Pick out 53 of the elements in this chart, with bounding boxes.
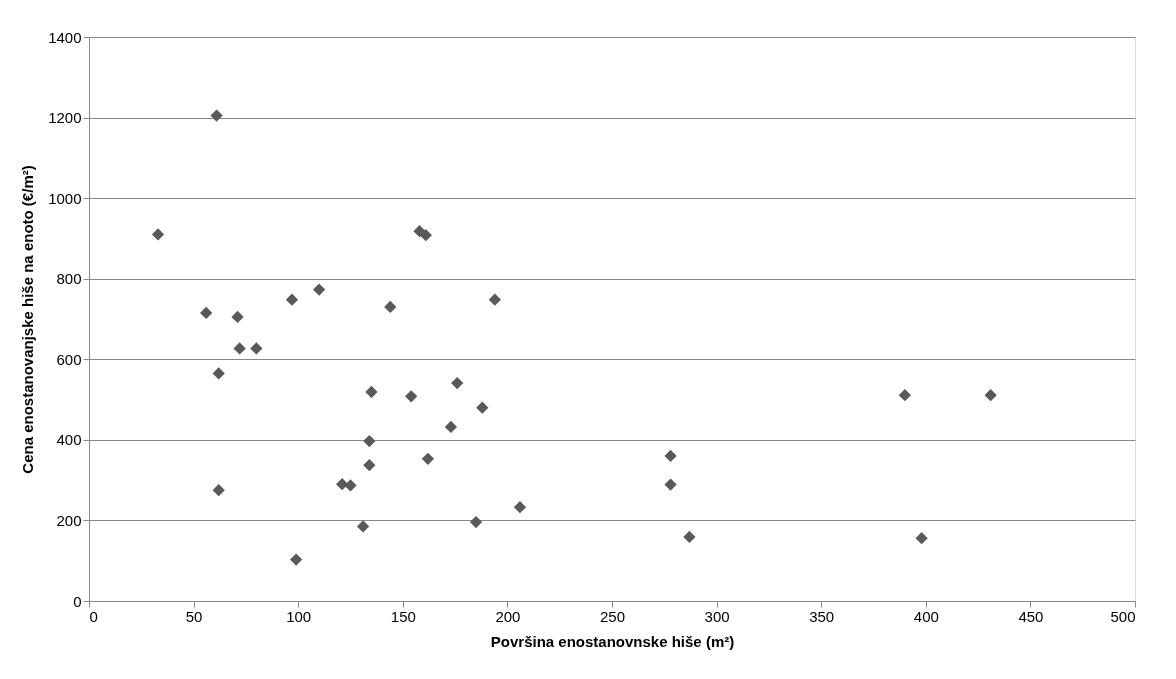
- point: [356, 520, 370, 533]
- x-tick-label: 0: [89, 607, 98, 625]
- point: [151, 228, 165, 241]
- point: [363, 459, 376, 472]
- point: [664, 449, 677, 463]
- point: [344, 479, 357, 492]
- point: [384, 300, 397, 314]
- point: [250, 342, 263, 355]
- y-tick-label: 1000: [48, 189, 82, 207]
- point: [419, 229, 432, 242]
- point: [421, 452, 435, 465]
- point: [210, 109, 223, 122]
- point: [488, 293, 501, 306]
- x-tick-label: 350: [809, 607, 835, 625]
- point: [212, 484, 225, 497]
- point: [212, 367, 225, 380]
- point: [664, 478, 677, 491]
- point: [233, 342, 246, 355]
- point: [915, 532, 928, 545]
- x-tick-label: 400: [913, 607, 939, 625]
- x-tick-label: 300: [704, 607, 730, 625]
- point: [231, 310, 244, 324]
- point: [365, 385, 378, 399]
- point: [363, 434, 376, 448]
- x-tick-label: 500: [1110, 607, 1136, 625]
- x-tick-label: 50: [185, 607, 203, 625]
- x-tick-label: 150: [390, 607, 416, 625]
- point: [469, 515, 483, 529]
- point: [513, 501, 527, 514]
- y-tick-label: 200: [56, 511, 82, 529]
- x-tick-label: 450: [1018, 607, 1044, 625]
- y-tick-label: 1200: [48, 109, 82, 127]
- y-axis-title: Cena enostanovanjske hiše na enoto (€/m²): [19, 165, 37, 474]
- y-tick-label: 600: [56, 350, 82, 368]
- x-axis-title: Površina enostanovnske hiše (m²): [490, 632, 735, 650]
- y-tick-label: 0: [73, 592, 82, 610]
- y-tick-label: 400: [56, 431, 82, 449]
- x-tick-label: 100: [286, 607, 312, 625]
- point: [898, 389, 911, 402]
- point: [984, 389, 997, 402]
- point: [444, 420, 458, 434]
- x-tick-label: 200: [495, 607, 521, 625]
- point: [451, 376, 464, 390]
- point: [683, 530, 696, 544]
- point: [476, 401, 489, 414]
- y-tick-label: 1400: [48, 28, 82, 46]
- point: [313, 283, 326, 296]
- point: [285, 293, 299, 306]
- point: [200, 306, 213, 320]
- point: [405, 390, 418, 403]
- point: [289, 553, 303, 566]
- x-tick-label: 250: [599, 607, 626, 625]
- y-tick-label: 800: [56, 270, 82, 288]
